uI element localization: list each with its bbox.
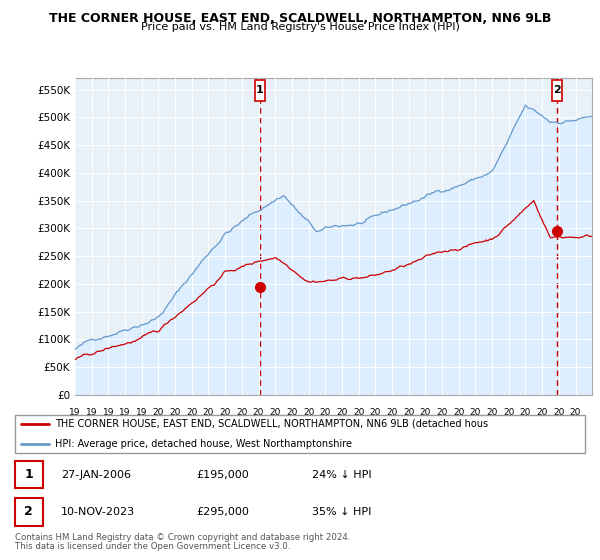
Text: THE CORNER HOUSE, EAST END, SCALDWELL, NORTHAMPTON, NN6 9LB (detached hous: THE CORNER HOUSE, EAST END, SCALDWELL, N… [55, 419, 488, 428]
Text: 19
99: 19 99 [136, 408, 148, 427]
Text: 19
96: 19 96 [86, 408, 97, 427]
Text: 20
06: 20 06 [253, 408, 264, 427]
Text: 20
23: 20 23 [536, 408, 548, 427]
Text: 20
20: 20 20 [487, 408, 498, 427]
Text: Contains HM Land Registry data © Crown copyright and database right 2024.: Contains HM Land Registry data © Crown c… [15, 533, 350, 542]
Text: Price paid vs. HM Land Registry's House Price Index (HPI): Price paid vs. HM Land Registry's House … [140, 22, 460, 32]
Text: THE CORNER HOUSE, EAST END, SCALDWELL, NORTHAMPTON, NN6 9LB: THE CORNER HOUSE, EAST END, SCALDWELL, N… [49, 12, 551, 25]
Text: 20
17: 20 17 [436, 408, 448, 427]
Text: 20
25: 20 25 [570, 408, 581, 427]
Text: 20
14: 20 14 [386, 408, 398, 427]
Text: 20
09: 20 09 [303, 408, 314, 427]
Text: 27-JAN-2006: 27-JAN-2006 [61, 470, 131, 480]
FancyBboxPatch shape [15, 415, 585, 452]
Text: 35% ↓ HPI: 35% ↓ HPI [311, 507, 371, 517]
Text: 24% ↓ HPI: 24% ↓ HPI [311, 470, 371, 480]
Text: 20
03: 20 03 [203, 408, 214, 427]
Text: £295,000: £295,000 [196, 507, 249, 517]
Text: 20
12: 20 12 [353, 408, 364, 427]
FancyBboxPatch shape [551, 80, 562, 101]
FancyBboxPatch shape [254, 80, 265, 101]
Text: 2: 2 [553, 85, 560, 95]
Text: 10-NOV-2023: 10-NOV-2023 [61, 507, 135, 517]
Text: 20
16: 20 16 [419, 408, 431, 427]
Text: This data is licensed under the Open Government Licence v3.0.: This data is licensed under the Open Gov… [15, 542, 290, 551]
Text: 20
01: 20 01 [169, 408, 181, 427]
Text: 20
11: 20 11 [336, 408, 347, 427]
Text: 20
10: 20 10 [320, 408, 331, 427]
Text: 1: 1 [25, 468, 33, 481]
Text: HPI: Average price, detached house, West Northamptonshire: HPI: Average price, detached house, West… [55, 439, 352, 449]
FancyBboxPatch shape [15, 461, 43, 488]
Text: 20
21: 20 21 [503, 408, 514, 427]
Text: 20
07: 20 07 [269, 408, 281, 427]
Text: 1: 1 [256, 85, 263, 95]
Text: 19
97: 19 97 [103, 408, 114, 427]
Text: 20
00: 20 00 [152, 408, 164, 427]
FancyBboxPatch shape [15, 498, 43, 526]
Text: 20
02: 20 02 [186, 408, 197, 427]
Text: 19
98: 19 98 [119, 408, 131, 427]
Text: 20
24: 20 24 [553, 408, 565, 427]
Text: 19
95: 19 95 [69, 408, 81, 427]
Text: 20
08: 20 08 [286, 408, 298, 427]
Text: 20
04: 20 04 [220, 408, 231, 427]
Text: 20
18: 20 18 [453, 408, 464, 427]
Text: 20
15: 20 15 [403, 408, 415, 427]
Text: £195,000: £195,000 [196, 470, 249, 480]
Text: 20
19: 20 19 [470, 408, 481, 427]
Text: 2: 2 [25, 506, 33, 519]
Text: 20
13: 20 13 [370, 408, 381, 427]
Text: 20
05: 20 05 [236, 408, 248, 427]
Text: 20
22: 20 22 [520, 408, 531, 427]
